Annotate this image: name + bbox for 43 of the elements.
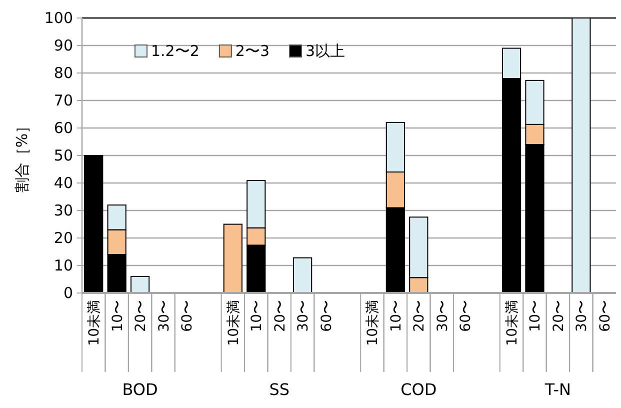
x-tick-label: 30〜 [296,300,312,332]
x-tick-label: 10〜 [528,300,544,332]
y-tick-label: 80 [54,64,73,82]
y-tick-label: 40 [54,174,73,192]
y-tick-label: 50 [54,146,73,164]
x-tick-label: 20〜 [412,300,428,332]
x-tick-label: 30〜 [434,300,451,332]
x-tick-label: 60〜 [458,300,474,332]
x-tick-label: 60〜 [179,300,196,332]
x-tick-label: 30〜 [574,300,590,332]
x-tick-label: 20〜 [272,300,288,332]
y-tick-label: 10 [54,256,73,274]
x-tick-label: 60〜 [318,300,335,332]
text: BOD [122,380,158,399]
x-tick-label: 10未満 [504,300,521,346]
legend-label: 3以上 [306,42,346,60]
x-tick-label: 20〜 [550,300,567,332]
x-tick-label: 30〜 [156,300,172,332]
x-tick-label: 10〜 [249,300,266,332]
legend-label: 2〜3 [235,42,270,60]
x-tick-label: 60〜 [597,300,614,332]
x-tick-label: 10未満 [226,300,242,346]
legend-label: 1.2〜2 [151,42,200,60]
y-tick-label: 30 [54,202,73,220]
x-tick-label: 10〜 [110,300,126,332]
bar [223,224,242,294]
y-tick-label: 0 [63,284,73,302]
bar [84,155,104,294]
y-tick-label: 90 [54,36,73,54]
y-tick-label: 70 [54,92,73,110]
x-tick-label: 20〜 [133,300,150,332]
text: COD [400,380,437,399]
bar [293,257,312,294]
text: T-N [544,380,571,399]
x-tick-label: 10未満 [86,300,103,346]
x-tick-label: 10〜 [388,300,404,332]
x-tick-label: 10未満 [365,300,382,346]
text: SS [269,380,290,399]
y-tick-label: 100 [44,9,73,27]
y-tick-label: 20 [54,229,73,247]
y-tick-label: 60 [54,119,73,137]
y-axis-title: 割合［%］ [13,118,31,193]
bar [130,276,150,294]
